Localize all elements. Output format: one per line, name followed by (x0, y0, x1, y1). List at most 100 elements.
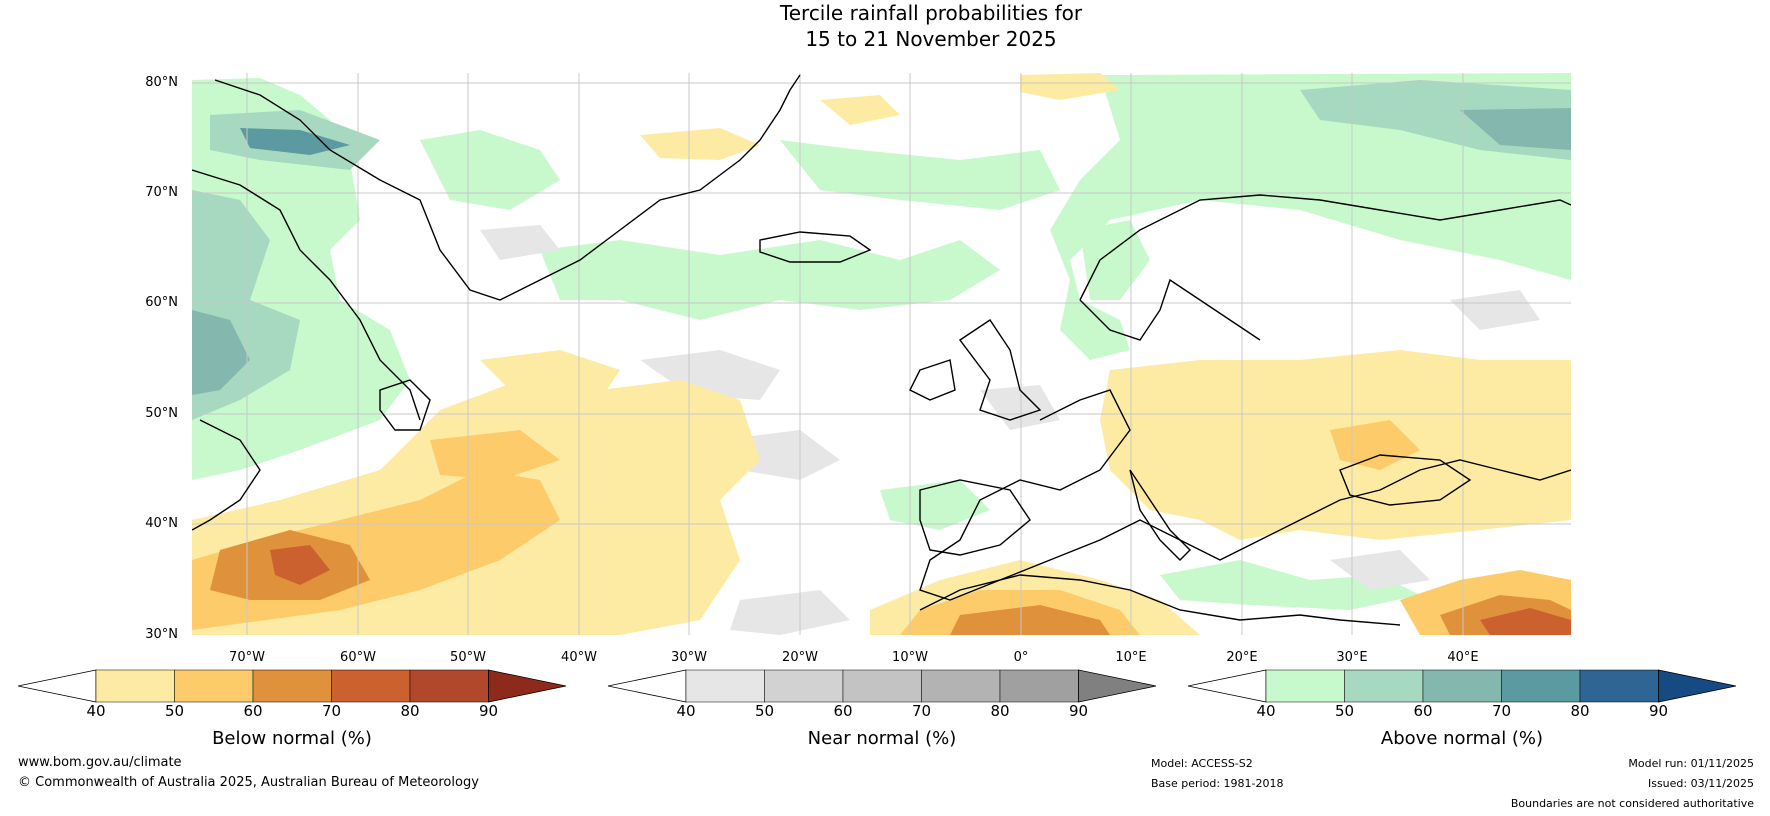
coast-greenland (214, 74, 801, 301)
above-tick-40: 40 (1256, 702, 1276, 720)
colorbar-near-min-arrow (607, 669, 687, 703)
near-region-europe-west (980, 385, 1060, 430)
lon-label-10w: 10°W (892, 650, 928, 665)
coast-labrador (192, 419, 261, 531)
above-region-middle-east (1160, 560, 1420, 610)
lon-label-30w: 30°W (671, 650, 707, 665)
lat-label-40: 40°N (145, 516, 178, 531)
coast-iceland (759, 231, 872, 263)
colorbar-above-seg-2 (1344, 669, 1424, 703)
above-region-labrador-darker (192, 310, 250, 395)
below-region-atlantic-orange-2 (430, 430, 560, 480)
coast-baffin (192, 169, 421, 421)
near-tick-80: 80 (990, 702, 1010, 720)
below-region-atlantic-mid (480, 350, 620, 400)
colorbar-above-seg-5 (1579, 669, 1659, 703)
colorbar-above-seg-1 (1265, 669, 1345, 703)
above-region-north-atlantic (540, 240, 1000, 320)
near-tick-60: 60 (833, 702, 853, 720)
issued-text: Issued: 03/11/2025 (1647, 777, 1754, 790)
colorbar-below-seg-4 (331, 669, 411, 703)
lon-label-30e: 30°E (1336, 650, 1368, 665)
colorbar-near-seg-1 (685, 669, 765, 703)
near-normal-title: Near normal (%) (807, 728, 957, 749)
near-region-russia (1450, 290, 1540, 330)
colorbar-above (1187, 669, 1737, 703)
colorbar-below-seg-3 (252, 669, 332, 703)
lon-label-60w: 60°W (340, 650, 376, 665)
near-tick-90: 90 (1068, 702, 1089, 720)
below-tick-80: 80 (400, 702, 420, 720)
colorbar-near-seg-4 (921, 669, 1001, 703)
coast-newfoundland (379, 379, 431, 431)
above-region-mid-atlantic (420, 130, 560, 210)
coastlines (192, 74, 1571, 626)
lon-label-40w: 40°W (561, 650, 597, 665)
lat-label-60: 60°N (145, 295, 178, 310)
colorbar-below-seg-1 (95, 669, 175, 703)
near-region-atlantic-4 (480, 225, 560, 260)
colorbar-below-min-arrow (17, 669, 97, 703)
coast-italy (1129, 469, 1191, 561)
colorbar-above-seg-4 (1501, 669, 1581, 703)
map-area (192, 73, 1571, 635)
above-tick-60: 60 (1413, 702, 1433, 720)
coast-north-africa (919, 574, 1401, 626)
near-tick-50: 50 (754, 702, 775, 720)
near-tick-40: 40 (676, 702, 696, 720)
near-region-east-med (1330, 550, 1430, 590)
colorbar-below-seg-2 (174, 669, 254, 703)
near-region-atlantic-3 (730, 590, 850, 635)
lat-label-50: 50°N (145, 406, 178, 421)
colorbar-near (607, 669, 1157, 703)
coast-britain (958, 319, 1042, 421)
near-tick-70: 70 (911, 702, 932, 720)
above-tick-90: 90 (1648, 702, 1669, 720)
colorbar-near-seg-3 (842, 669, 922, 703)
coast-iberia (919, 479, 1031, 556)
below-region-svalbard (820, 95, 900, 125)
lon-label-10e: 10°E (1115, 650, 1147, 665)
below-tick-70: 70 (321, 702, 342, 720)
disclaimer-text: Boundaries are not considered authoritat… (1510, 797, 1754, 810)
lon-label-0: 0° (1013, 650, 1029, 665)
lon-label-20w: 20°W (782, 650, 818, 665)
coast-black-sea (1339, 454, 1472, 506)
copyright-text: © Commonwealth of Australia 2025, Austra… (18, 775, 479, 790)
lon-label-70w: 70°W (229, 650, 265, 665)
above-region-iberia-east (880, 480, 990, 530)
chart-title: Tercile rainfall probabilities for 15 to… (0, 0, 1770, 52)
lon-label-50w: 50°W (450, 650, 486, 665)
model-run-text: Model run: 01/11/2025 (1628, 757, 1754, 770)
below-tick-40: 40 (86, 702, 106, 720)
below-region-arabia-darker (1480, 608, 1571, 635)
colorbar-below (17, 669, 567, 703)
website-link[interactable]: www.bom.gov.au/climate (18, 755, 182, 770)
colorbar-above-min-arrow (1187, 669, 1267, 703)
title-line-1: Tercile rainfall probabilities for (779, 1, 1083, 25)
below-tick-90: 90 (478, 702, 499, 720)
below-normal-title: Below normal (%) (212, 728, 372, 749)
coast-norway (1079, 278, 1261, 341)
coast-europe (919, 389, 1571, 601)
above-tick-70: 70 (1491, 702, 1512, 720)
near-region-atlantic-1 (640, 350, 780, 400)
base-period-text: Base period: 1981-2018 (1151, 777, 1284, 790)
lon-label-40e: 40°E (1447, 650, 1479, 665)
coast-ireland (909, 359, 956, 401)
above-normal-title: Above normal (%) (1380, 728, 1544, 749)
below-region-atlantic-darker (270, 545, 330, 585)
below-tick-50: 50 (164, 702, 185, 720)
lon-label-20e: 20°E (1226, 650, 1258, 665)
above-region-arctic-east (1050, 73, 1571, 360)
colorbar-below-seg-5 (409, 669, 489, 703)
lat-label-80: 80°N (145, 75, 178, 90)
colorbar-near-seg-2 (764, 669, 844, 703)
below-tick-60: 60 (243, 702, 263, 720)
below-region-greenland-east (640, 128, 760, 160)
coast-scandinavia (1079, 194, 1571, 301)
lat-label-70: 70°N (145, 185, 178, 200)
colorbar-above-seg-3 (1422, 669, 1502, 703)
title-line-2: 15 to 21 November 2025 (805, 27, 1057, 51)
